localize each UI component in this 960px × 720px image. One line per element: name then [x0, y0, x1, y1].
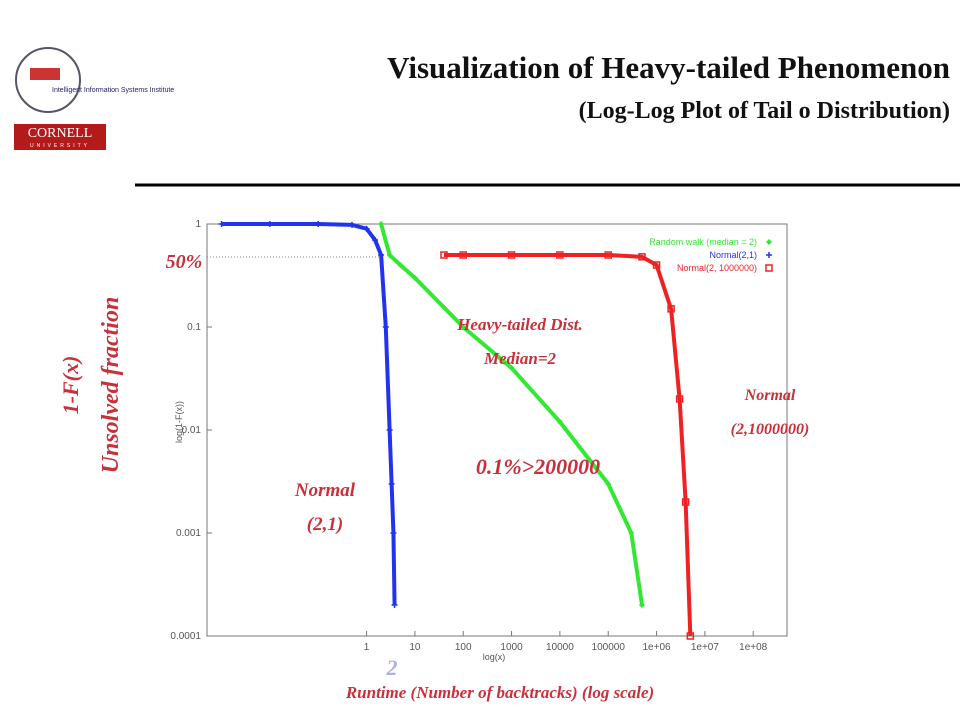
y-tick-label: 0.01	[182, 425, 202, 436]
marker	[411, 274, 418, 281]
title: Visualization of Heavy-tailed Phenomenon	[387, 50, 950, 85]
cornell-sub: UNIVERSITY	[30, 143, 90, 149]
marker	[604, 251, 612, 259]
annotation: 2	[386, 655, 398, 680]
marker	[386, 252, 393, 259]
marker	[686, 632, 695, 640]
annotation: 50%	[166, 251, 203, 273]
marker	[378, 221, 385, 227]
logo-badge	[30, 68, 60, 80]
y-tick-label: 0.001	[176, 528, 201, 539]
y-tick-label: 1	[195, 219, 201, 230]
series-line	[221, 222, 397, 606]
legend-marker	[765, 264, 773, 272]
outer-ylabel: 1-F(x)	[58, 356, 83, 415]
x-tick-label: 100	[455, 642, 472, 653]
x-tick-label: 1e+07	[691, 642, 720, 653]
marker	[628, 530, 635, 536]
marker	[681, 498, 690, 506]
x-tick-label: 1e+06	[643, 642, 672, 653]
annotation: Heavy-tailed Dist.	[456, 315, 583, 334]
y-tick-label: 0.0001	[170, 631, 201, 642]
x-tick-label: 100000	[592, 642, 626, 653]
x-axis-label: log(x)	[483, 652, 506, 662]
marker	[315, 221, 322, 227]
marker	[266, 221, 273, 227]
marker	[460, 324, 467, 330]
y-axis-label: log(1-F(x))	[174, 401, 184, 443]
legend-label: Normal(2,1)	[709, 250, 757, 260]
logo-head	[15, 47, 81, 113]
x-tick-label: 10	[409, 642, 421, 653]
x-tick-label: 1	[364, 642, 370, 653]
marker	[507, 251, 516, 259]
legend-label: Normal(2, 1000000)	[677, 263, 757, 273]
legend-marker	[766, 252, 772, 258]
x-tick-label: 10000	[546, 642, 574, 653]
x-tick-label: 1e+08	[739, 642, 768, 653]
marker	[556, 418, 563, 425]
marker	[391, 601, 398, 608]
marker	[667, 305, 675, 313]
marker	[556, 251, 564, 259]
marker	[349, 221, 355, 228]
marker	[459, 251, 467, 259]
marker	[397, 261, 404, 268]
marker	[675, 395, 684, 403]
cornell: CORNELL	[28, 126, 93, 141]
outer-ylabel2: Unsolved fraction	[98, 297, 124, 474]
outer-xlabel: Runtime (Number of backtracks) (log scal…	[345, 683, 654, 702]
annotation: Normal	[294, 480, 356, 501]
annotation: (2,1)	[307, 514, 343, 535]
legend-label: Random walk (median = 2)	[649, 237, 757, 247]
marker	[605, 480, 612, 487]
annotation: Normal	[744, 387, 796, 404]
marker	[363, 225, 370, 232]
annotation: Median=2	[483, 349, 557, 368]
marker	[218, 221, 225, 227]
marker	[378, 252, 385, 259]
marker	[639, 601, 645, 608]
series-line	[443, 253, 693, 637]
marker	[388, 480, 395, 487]
marker	[390, 530, 397, 536]
y-tick-label: 0.1	[187, 322, 201, 333]
legend-marker	[766, 239, 772, 245]
logo-text: Intelligent Information Systems Institut…	[52, 87, 174, 94]
logo: Intelligent Information Systems Institut…	[14, 47, 174, 150]
marker	[386, 427, 393, 433]
x-tick-label: 1000	[500, 642, 523, 653]
marker	[440, 251, 448, 259]
marker	[372, 236, 379, 243]
marker	[652, 261, 661, 269]
annotation: 0.1%>200000	[476, 454, 600, 479]
cornell-box	[14, 124, 106, 150]
marker	[638, 253, 646, 261]
subtitle: (Log-Log Plot of Tail o Distribution)	[579, 98, 950, 124]
annotation: (2,1000000)	[731, 421, 810, 438]
marker	[508, 364, 515, 371]
series-line	[379, 223, 644, 606]
marker	[382, 324, 389, 330]
